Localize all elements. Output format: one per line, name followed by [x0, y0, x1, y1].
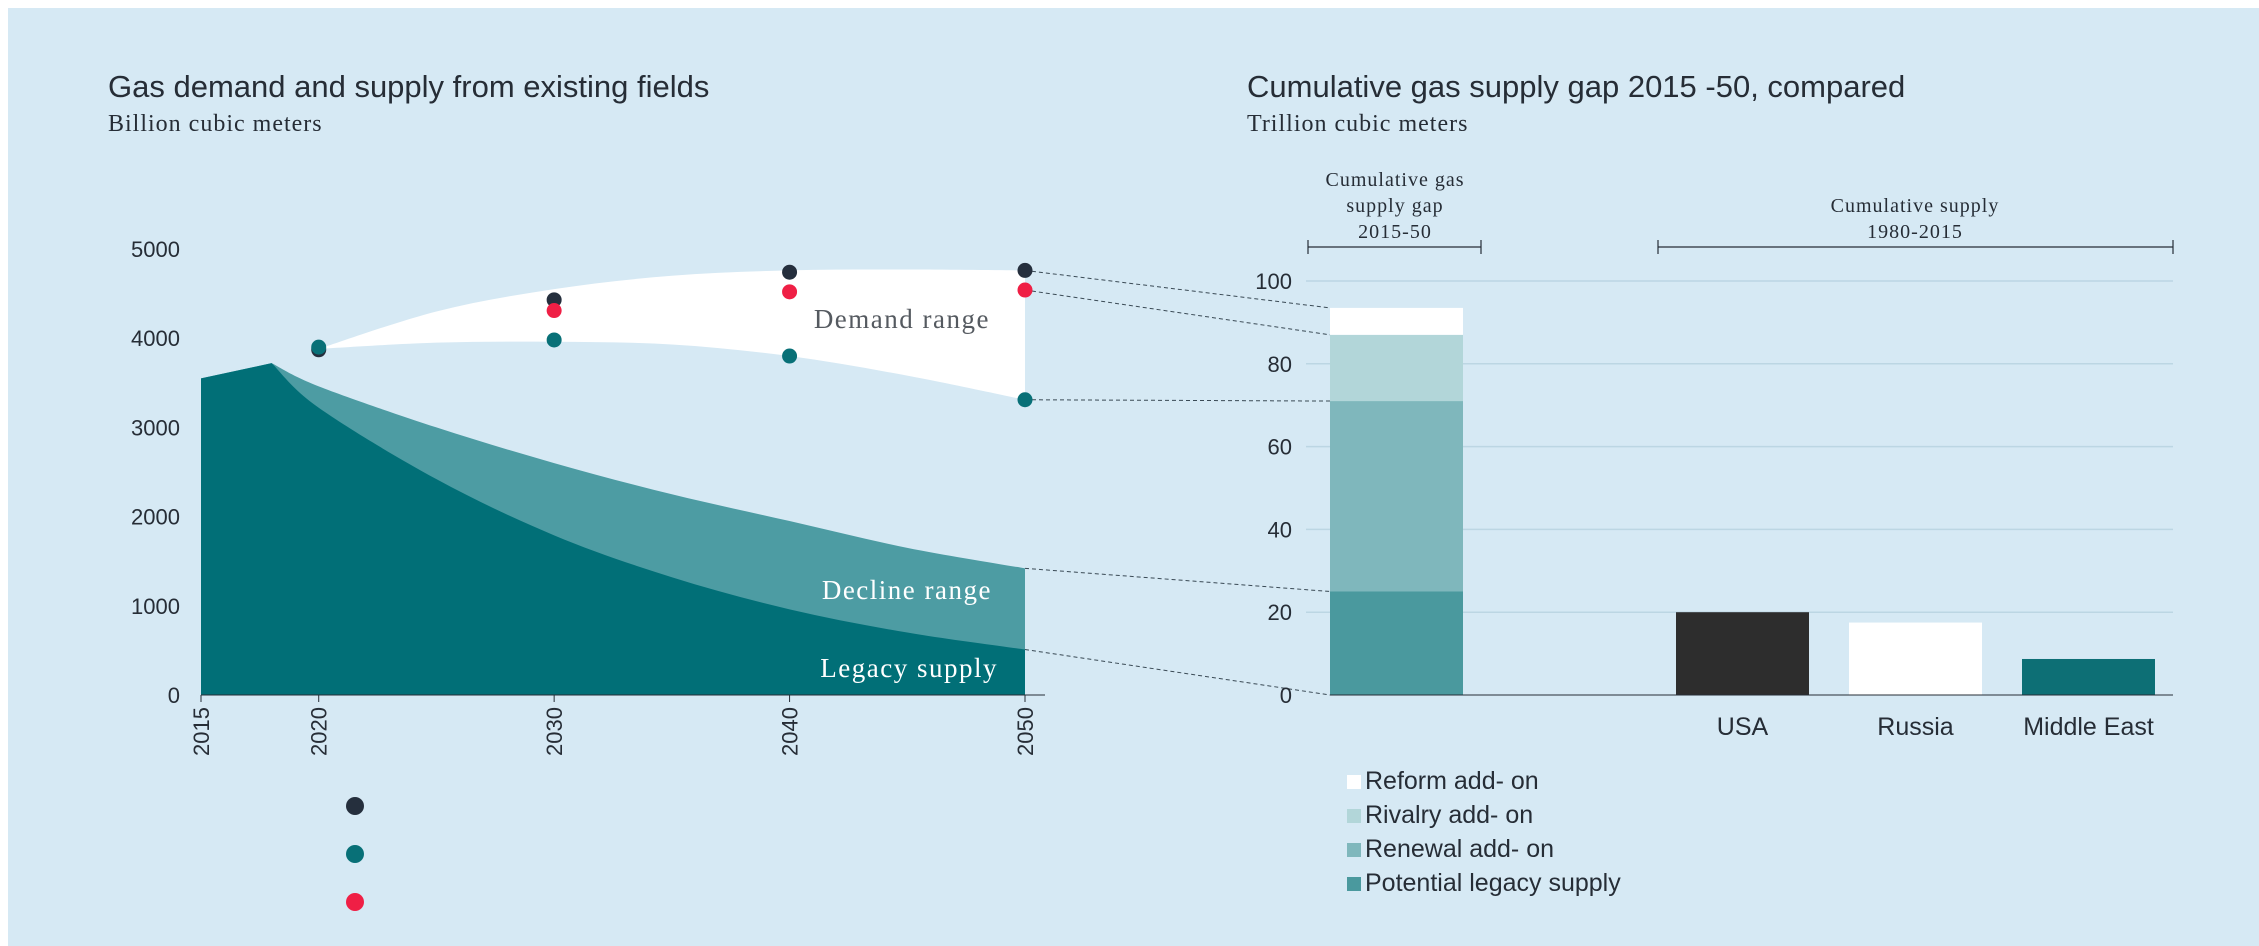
connector-lines: [1024, 269, 1331, 696]
stacked-bar-segment: [1330, 401, 1463, 592]
x-tick-label: 2040: [778, 707, 803, 756]
category-bar: [1676, 612, 1809, 695]
stacked-bar-segment: [1330, 334, 1463, 402]
demand-range-area: [318, 269, 1025, 400]
y-tick-label: 0: [168, 683, 180, 708]
legend-marker: [346, 893, 364, 911]
decline-range-label: Decline range: [822, 575, 992, 605]
left-chart-subtitle: Billion cubic meters: [108, 111, 323, 137]
scatter-point: [782, 348, 798, 364]
scatter-point: [546, 292, 562, 308]
scatter-point: [546, 332, 562, 348]
legend-swatch: [1347, 843, 1361, 857]
right-chart-subtitle: Trillion cubic meters: [1247, 111, 1468, 137]
left-chart-title: Gas demand and supply from existing fiel…: [108, 69, 709, 104]
bracket-label: 2015-50: [1358, 221, 1432, 243]
dot-legend: [346, 797, 364, 911]
legend-swatch: [1347, 775, 1361, 789]
legend-label: Potential legacy supply: [1365, 869, 1621, 897]
scatter-point: [1017, 262, 1033, 278]
category-bar: [2022, 658, 2155, 695]
scatter-point: [1017, 392, 1033, 408]
connector-line: [1024, 399, 1331, 402]
legend-label: Renewal add- on: [1365, 835, 1554, 863]
bracket-label: supply gap: [1346, 195, 1443, 217]
y-tick-label: 80: [1268, 352, 1292, 377]
bar-legend: Reform add- on Rivalry add- on Renewal add…: [1347, 767, 1621, 897]
bracket-label: Cumulative supply: [1831, 195, 2000, 217]
legend-swatch: [1347, 877, 1361, 891]
left-areas: [201, 269, 1025, 695]
connector-line: [1024, 289, 1331, 336]
bracket-label: 1980-2015: [1867, 221, 1963, 243]
right-chart: Cumulative gas supply gap 2015 -50, comp…: [1247, 69, 2174, 897]
category-label: Russia: [1877, 713, 1954, 741]
scatter-points: [311, 262, 1033, 408]
x-tick-label: 2020: [307, 707, 332, 756]
legend-label: Reform add- on: [1365, 767, 1539, 795]
x-tick-label: 2015: [189, 707, 214, 756]
category-bar: [1849, 622, 1982, 695]
y-tick-label: 5000: [131, 237, 180, 262]
y-tick-label: 1000: [131, 594, 180, 619]
chart-canvas: Gas demand and supply from existing fiel…: [8, 8, 2259, 946]
scatter-point: [311, 339, 327, 355]
legend-swatch: [1347, 809, 1361, 823]
connector-line: [1024, 269, 1331, 309]
y-tick-label: 2000: [131, 505, 180, 530]
left-chart: Gas demand and supply from existing fiel…: [108, 69, 1331, 911]
right-chart-title: Cumulative gas supply gap 2015 -50, comp…: [1247, 69, 1905, 104]
bracket-label: Cumulative gas: [1326, 169, 1465, 191]
legend-marker: [346, 845, 364, 863]
category-label: Middle East: [2023, 713, 2154, 741]
figure: Gas demand and supply from existing fiel…: [108, 69, 2174, 911]
y-tick-label: 20: [1268, 600, 1292, 625]
connector-line: [1024, 567, 1331, 592]
demand-range-label: Demand range: [814, 304, 990, 334]
scatter-point: [1017, 282, 1033, 298]
stacked-bar-segment: [1330, 307, 1463, 335]
y-tick-label: 0: [1280, 683, 1292, 708]
legend-marker: [346, 797, 364, 815]
y-tick-label: 60: [1268, 435, 1292, 460]
connector-line: [1024, 649, 1331, 696]
legacy-supply-area: [201, 363, 1025, 695]
bars: USA Russia Middle East: [1330, 307, 2155, 741]
legend-label: Rivalry add- on: [1365, 801, 1533, 829]
brackets: Cumulative gas supply gap 2015-50 Cumulativ…: [1307, 169, 2174, 254]
left-axes: 0 1000 2000 3000 4000 5000 2015 2020 2030 2040 205…: [131, 237, 1045, 756]
x-tick-label: 2050: [1013, 707, 1038, 756]
category-label: USA: [1717, 713, 1769, 741]
legacy-supply-label: Legacy supply: [820, 653, 998, 683]
scatter-point: [546, 303, 562, 319]
y-tick-label: 3000: [131, 415, 180, 440]
stacked-bar-segment: [1330, 591, 1463, 695]
y-tick-label: 100: [1255, 269, 1292, 294]
scatter-point: [782, 264, 798, 280]
x-tick-label: 2030: [542, 707, 567, 756]
y-tick-label: 4000: [131, 326, 180, 351]
y-tick-label: 40: [1268, 517, 1292, 542]
scatter-point: [782, 284, 798, 300]
